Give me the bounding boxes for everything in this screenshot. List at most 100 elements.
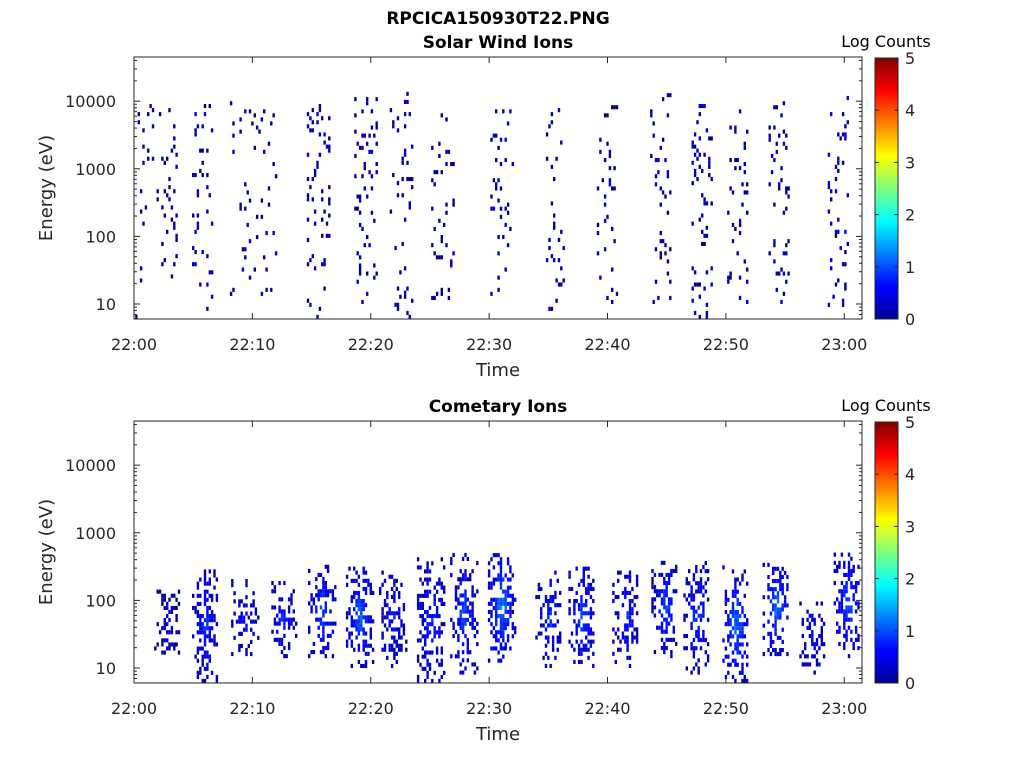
heatmap-cell — [575, 599, 578, 604]
heatmap-cell — [308, 625, 311, 630]
heatmap-cell — [406, 286, 409, 291]
heatmap-cell — [443, 589, 446, 594]
heatmap-cell — [624, 590, 627, 595]
heatmap-cell — [375, 141, 378, 146]
heatmap-cell — [315, 605, 318, 610]
heatmap-cell — [587, 627, 590, 632]
heatmap-cell — [548, 237, 551, 242]
heatmap-cell — [369, 619, 372, 624]
heatmap-cell — [729, 186, 732, 191]
heatmap-cell — [315, 585, 318, 590]
heatmap-cell — [270, 287, 273, 292]
heatmap-cell — [774, 587, 777, 592]
heatmap-cell — [350, 643, 353, 648]
heatmap-cell — [322, 581, 325, 586]
heatmap-cell — [691, 298, 694, 303]
heatmap-cell — [398, 607, 401, 612]
heatmap-cell — [514, 630, 517, 635]
heatmap-cell — [408, 112, 411, 117]
heatmap-cell — [693, 152, 697, 157]
heatmap-cell — [203, 577, 207, 582]
heatmap-cell — [776, 595, 780, 600]
heatmap-cell — [628, 619, 632, 624]
heatmap-cell — [278, 597, 281, 602]
heatmap-cell — [568, 586, 571, 591]
heatmap-cell — [670, 637, 673, 642]
heatmap-cell — [657, 158, 660, 163]
heatmap-cell — [701, 193, 704, 198]
heatmap-cell — [838, 564, 841, 569]
heatmap-cell — [168, 185, 171, 190]
heatmap-cell — [402, 623, 406, 628]
heatmap-cell — [774, 579, 777, 584]
heatmap-cell — [287, 617, 291, 622]
heatmap-cell — [402, 627, 406, 632]
heatmap-cell — [166, 630, 169, 635]
heatmap-cell — [232, 287, 235, 292]
heatmap-cell — [847, 564, 851, 569]
heatmap-cell — [247, 643, 250, 648]
heatmap-cell — [461, 650, 465, 655]
heatmap-cell — [443, 601, 446, 606]
heatmap-cell — [839, 136, 842, 141]
heatmap-cell — [708, 173, 711, 178]
heatmap-cell — [827, 181, 831, 186]
heatmap-cell — [319, 593, 323, 598]
heatmap-cell — [452, 634, 455, 639]
heatmap-cell — [161, 241, 164, 246]
heatmap-cell — [554, 611, 557, 616]
heatmap-cell — [203, 650, 207, 655]
heatmap-cell — [354, 174, 357, 179]
heatmap-cell — [833, 568, 836, 573]
heatmap-cell — [328, 136, 331, 141]
heatmap-cell — [175, 164, 178, 169]
heatmap-cell — [471, 621, 474, 626]
heatmap-cell — [585, 643, 588, 648]
solar-wind-cells — [135, 91, 849, 319]
heatmap-cell — [137, 112, 140, 117]
heatmap-cell — [196, 610, 200, 615]
heatmap-cell — [329, 633, 332, 638]
heatmap-cell — [170, 205, 174, 210]
heatmap-cell — [499, 569, 503, 574]
heatmap-cell — [611, 186, 614, 191]
heatmap-cell — [506, 210, 510, 215]
heatmap-cell — [658, 609, 661, 614]
heatmap-cell — [734, 158, 737, 163]
heatmap-cell — [487, 569, 491, 574]
heatmap-cell — [614, 659, 617, 664]
heatmap-cell — [710, 201, 713, 206]
heatmap-cell — [473, 617, 477, 622]
heatmap-cell — [555, 278, 558, 283]
heatmap-cell — [727, 210, 730, 215]
heatmap-cell — [573, 619, 576, 624]
heatmap-cell — [499, 214, 503, 219]
heatmap-cell — [393, 647, 396, 652]
heatmap-cell — [768, 137, 771, 142]
heatmap-cell — [292, 589, 295, 594]
heatmap-cell — [804, 662, 807, 667]
heatmap-cell — [727, 638, 730, 643]
heatmap-cell — [769, 652, 773, 657]
heatmap-cell — [173, 593, 176, 598]
heatmap-cell — [624, 574, 627, 579]
heatmap-cell — [631, 623, 634, 628]
cometary-plot-area — [134, 421, 862, 683]
heatmap-cell — [473, 634, 477, 639]
heatmap-cell — [743, 141, 746, 146]
heatmap-cell — [312, 650, 316, 655]
heatmap-cell — [734, 658, 737, 663]
heatmap-cell — [612, 582, 615, 587]
heatmap-cell — [435, 650, 439, 655]
heatmap-cell — [424, 626, 427, 631]
heatmap-cell — [775, 149, 778, 154]
heatmap-cell — [350, 599, 353, 604]
heatmap-cell — [697, 666, 700, 671]
heatmap-cell — [353, 578, 356, 583]
heatmap-cell — [559, 635, 562, 640]
heatmap-cell — [424, 678, 427, 683]
heatmap-cell — [731, 239, 735, 244]
heatmap-cell — [767, 648, 770, 653]
heatmap-cell — [490, 646, 493, 651]
solar-wind-colorbar-label: Log Counts — [841, 32, 931, 51]
